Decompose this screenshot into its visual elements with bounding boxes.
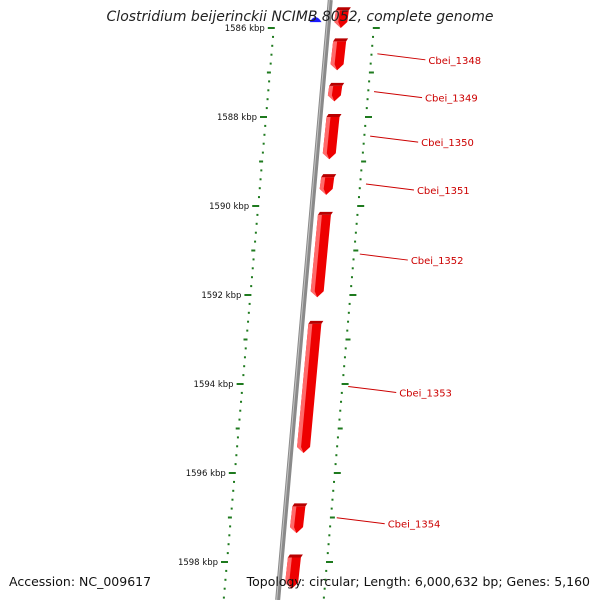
gene-label: Cbei_1350	[421, 138, 474, 149]
gene-leader-line	[377, 53, 426, 61]
gene-cbei-1350	[322, 114, 342, 160]
gene-body-cap	[317, 211, 333, 215]
gene-body-shade	[290, 506, 297, 534]
outer-scale-ticks	[322, 27, 380, 599]
gene-label: Cbei_1353	[399, 388, 452, 399]
position-marker	[309, 17, 322, 23]
gene-body-cap	[321, 174, 337, 178]
gene-cbei-1347	[334, 7, 351, 28]
gene-body-shade	[322, 117, 331, 160]
gene-leader-line	[370, 135, 419, 143]
gene-cbei-1348	[330, 38, 349, 71]
gene-leader-line	[348, 385, 397, 393]
gene-leader-line	[373, 91, 423, 99]
scale-label: 1594 kbp	[194, 380, 234, 390]
gene-body-shade	[330, 41, 338, 71]
gene-cbei-1349	[327, 82, 345, 102]
gene-body-cap	[333, 38, 349, 42]
gene-body-cap	[329, 82, 345, 86]
gene-cbei-1354	[290, 503, 308, 534]
accession-label: Accession: NC_009617	[9, 574, 152, 589]
map-title: Clostridium beijerinckii NCIMB 8052, com…	[106, 9, 494, 25]
scale-label: 1598 kbp	[178, 558, 218, 568]
scale-label: 1586 kbp	[225, 24, 265, 34]
gene-label: Cbei_1349	[425, 94, 478, 105]
scale-label: 1590 kbp	[209, 202, 249, 212]
gene-body-shade	[297, 323, 313, 453]
gene-leader-line	[365, 183, 415, 191]
gene-body-shade	[327, 85, 335, 102]
gene-body-cap	[308, 320, 324, 324]
gene-track	[285, 7, 351, 589]
gene-label: Cbei_1354	[388, 520, 441, 531]
gene-leader-line	[359, 253, 408, 261]
backbone-highlight	[276, 0, 330, 600]
gene-body-shade	[334, 10, 341, 28]
marker-glyph	[309, 17, 322, 23]
gene-body-cap	[287, 554, 303, 558]
gene-label: Cbei_1351	[417, 186, 470, 197]
gene-body-cap	[292, 503, 308, 507]
scale-label: 1596 kbp	[186, 469, 226, 479]
genome-backbone	[275, 0, 333, 600]
gene-body-cap	[335, 7, 351, 11]
gene-cbei-1355	[285, 554, 303, 589]
scale-label: 1588 kbp	[217, 113, 257, 123]
gene-cbei-1353	[297, 320, 324, 453]
backbone-line	[275, 0, 333, 600]
scale-label: 1592 kbp	[201, 291, 241, 301]
gene-label-layer: Cbei_1348 Cbei_1349 Cbei_1350 Cbei_1351 Cbei…	[336, 53, 481, 531]
scale-label-layer: 1586 kbp 1588 kbp 1590 kbp 1592 kbp 1594 kbp…	[178, 24, 265, 568]
inner-scale-ticks	[221, 27, 275, 599]
gene-body-shade	[285, 557, 292, 589]
gene-label: Cbei_1352	[411, 256, 464, 267]
gene-body-cap	[326, 114, 342, 117]
gene-body-shade	[319, 177, 327, 195]
genome-summary-label: Topology: circular; Length: 6,000,632 bp…	[246, 574, 590, 589]
gene-leader-line	[336, 517, 385, 525]
gene-cbei-1351	[319, 174, 337, 195]
gene-body-shade	[310, 214, 322, 298]
gene-label: Cbei_1348	[428, 56, 481, 67]
gene-cbei-1352	[310, 211, 333, 298]
